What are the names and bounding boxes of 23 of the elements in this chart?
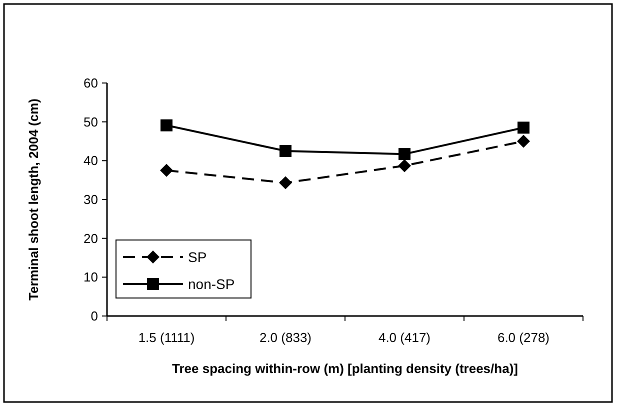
y-tick-label: 50 — [84, 114, 98, 130]
point — [398, 148, 410, 160]
x-tick-label: 4.0 (417) — [378, 330, 431, 345]
point — [279, 176, 292, 190]
point — [517, 134, 530, 148]
point — [398, 159, 411, 172]
y-tick-label: 60 — [84, 76, 98, 91]
legend-label: non-SP — [188, 276, 235, 292]
x-tick-label: 6.0 (278) — [497, 330, 550, 345]
legend-label: SP — [188, 248, 207, 265]
point — [280, 144, 292, 157]
x-axis-title: Tree spacing within-row (m) [planting density (trees/ha)] — [172, 361, 518, 376]
y-tick-label: 30 — [84, 192, 98, 208]
point — [518, 122, 530, 134]
y-tick-label: 0 — [90, 308, 98, 324]
y-tick-label: 40 — [84, 153, 98, 168]
point — [160, 164, 173, 177]
x-tick-label: 2.0 (833) — [259, 330, 312, 345]
y-tick-label: 10 — [84, 270, 98, 285]
y-axis-title: Terminal shoot length, 2004 (cm) — [26, 98, 41, 301]
x-tick-label: 1.5 (1111) — [138, 330, 195, 345]
point — [160, 119, 172, 132]
y-tick-label: 20 — [84, 230, 98, 246]
